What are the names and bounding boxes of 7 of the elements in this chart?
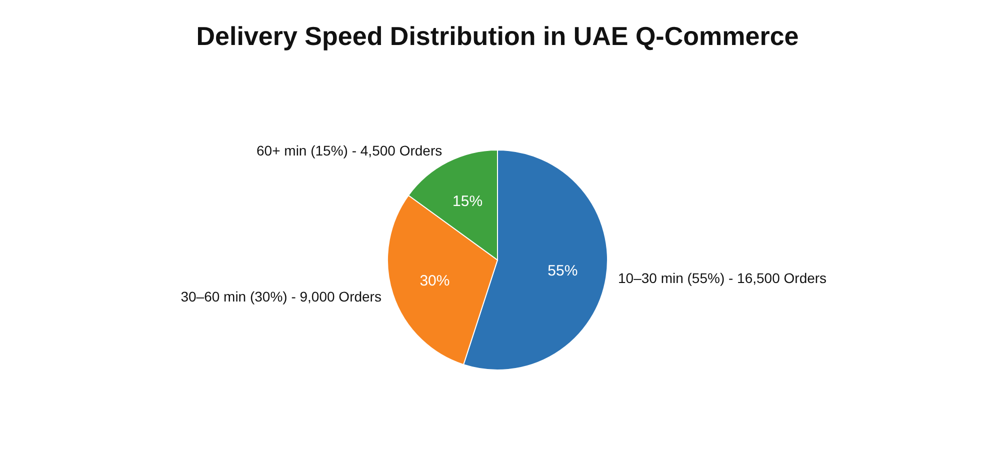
slice-label: 30–60 min (30%) - 9,000 Orders [180,288,382,305]
chart-title: Delivery Speed Distribution in UAE Q-Commerce [196,21,799,51]
data-label: 55% [548,262,578,280]
slice-label: 10–30 min (55%) - 16,500 Orders [618,270,827,286]
data-label: 15% [452,193,483,210]
slice-label: 60+ min (15%) - 4,500 Orders [256,142,442,158]
data-label: 30% [420,272,450,290]
